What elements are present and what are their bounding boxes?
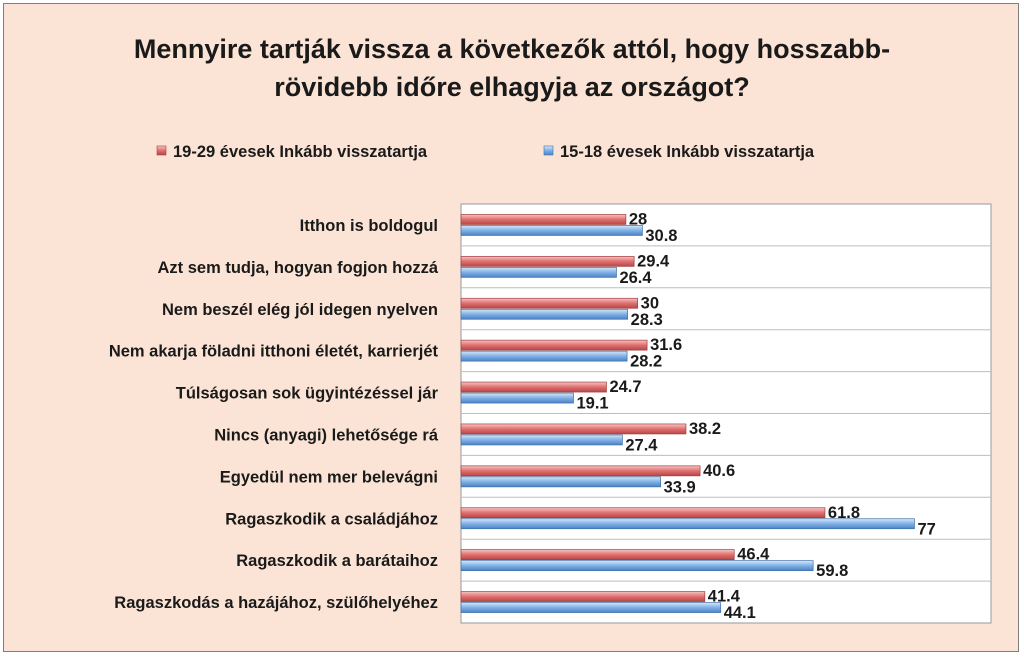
data-label-series-1: 30: [641, 294, 659, 312]
data-label-series-1: 61.8: [828, 504, 860, 522]
bar-series-2: [460, 308, 629, 320]
bar-series-1: [460, 465, 701, 477]
data-label-series-2: 30.8: [645, 227, 677, 245]
category-label: Itthon is boldogul: [300, 217, 438, 235]
data-label-series-2: 44.1: [724, 604, 756, 622]
legend-label-series-2: 15-18 évesek Inkább visszatartja: [560, 143, 815, 161]
data-label-series-1: 46.4: [737, 546, 770, 564]
bar-series-2: [460, 560, 814, 572]
chart-title-line-2: rövidebb időre elhagyja az országot?: [274, 72, 750, 102]
data-label-series-1: 40.6: [703, 462, 735, 480]
bar-series-2: [460, 602, 722, 613]
category-label: Túlságosan sok ügyintézéssel jár: [176, 385, 439, 403]
bar-series-2: [460, 350, 628, 362]
legend: 19-29 évesek Inkább visszatartja 15-18 é…: [156, 143, 815, 161]
bar-series-2: [460, 434, 623, 446]
bar-series-1: [460, 381, 607, 393]
bar-series-1: [460, 297, 639, 309]
chart-title-line-1: Mennyire tartják vissza a következők att…: [134, 34, 890, 64]
category-label: Nem akarja föladni itthoni életét, karri…: [109, 343, 439, 361]
bar-series-1: [460, 339, 648, 351]
bar-series-1: [460, 591, 706, 602]
data-label-series-2: 28.3: [631, 311, 663, 329]
bar-series-1: [460, 507, 826, 519]
bar-series-1: [460, 256, 635, 267]
legend-label-series-1: 19-29 évesek Inkább visszatartja: [173, 143, 428, 161]
data-label-series-1: 31.6: [650, 336, 682, 354]
data-label-series-1: 41.4: [708, 588, 741, 606]
data-label-series-1: 28: [629, 210, 647, 228]
bar-series-1: [460, 423, 687, 435]
data-label-series-2: 19.1: [576, 395, 608, 413]
bar-series-1: [460, 214, 627, 225]
data-label-series-2: 77: [917, 520, 935, 538]
category-label: Egyedül nem mer belevágni: [220, 468, 438, 486]
category-label: Ragaszkodik a családjához: [225, 510, 438, 528]
data-label-series-2: 28.2: [630, 353, 662, 371]
data-label-series-2: 33.9: [664, 478, 696, 496]
legend-swatch-series-1: [156, 145, 167, 156]
category-label: Nem beszél elég jól idegen nyelven: [162, 301, 438, 319]
data-label-series-2: 27.4: [625, 436, 658, 454]
data-label-series-1: 29.4: [637, 252, 670, 270]
bar-series-2: [460, 225, 643, 236]
bar-series-2: [460, 392, 574, 404]
data-label-series-1: 24.7: [609, 378, 641, 396]
bar-series-2: [460, 267, 617, 278]
data-label-series-1: 38.2: [689, 420, 721, 438]
category-label: Azt sem tudja, hogyan fogjon hozzá: [158, 259, 439, 277]
category-label: Ragaszkodás a hazájához, szülőhelyéhez: [114, 594, 438, 612]
category-label: Ragaszkodik a barátaihoz: [236, 552, 438, 570]
bar-series-1: [460, 549, 735, 561]
legend-swatch-series-2: [543, 145, 554, 156]
data-label-series-2: 26.4: [619, 269, 652, 287]
bar-series-2: [460, 518, 915, 530]
bar-series-2: [460, 476, 661, 488]
data-label-series-2: 59.8: [816, 562, 848, 580]
category-label: Nincs (anyagi) lehetősége rá: [214, 426, 439, 444]
